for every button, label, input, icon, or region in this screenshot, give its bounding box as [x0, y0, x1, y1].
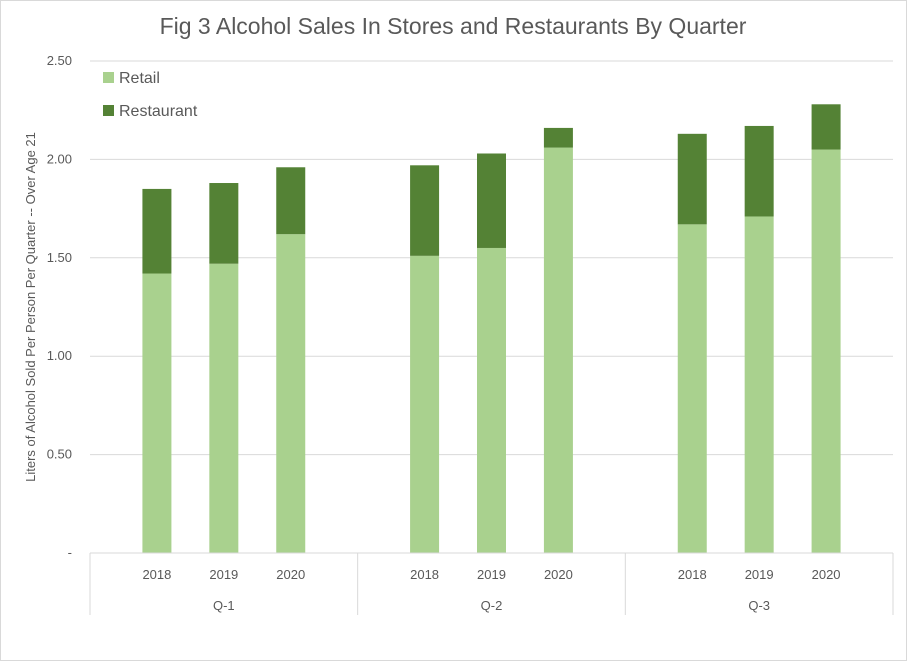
bar-retail-q-3-2019: [744, 216, 774, 554]
bar-retail-q-2-2020: [543, 147, 573, 554]
x-tick-label: 2019: [745, 567, 774, 582]
chart-title: Fig 3 Alcohol Sales In Stores and Restau…: [160, 13, 747, 39]
bar-retail-q-1-2018: [142, 273, 172, 553]
bar-restaurant-q-1-2019: [209, 183, 239, 264]
bar-restaurant-q-1-2020: [276, 167, 306, 235]
bar-restaurant-q-2-2018: [410, 165, 440, 256]
bar-retail-q-3-2018: [677, 224, 707, 553]
x-tick-label: 2018: [142, 567, 171, 582]
bar-retail-q-2-2018: [410, 255, 440, 553]
bar-restaurant-q-2-2020: [543, 127, 573, 148]
bar-retail-q-1-2019: [209, 263, 239, 553]
x-tick-label: 2018: [410, 567, 439, 582]
y-tick-label: 1.50: [47, 250, 72, 265]
x-axis: 2018 2019 2020 2018 2019 2020 2018 2019 2020 Q-1 Q…: [89, 552, 894, 615]
legend-label-restaurant: Restaurant: [119, 103, 198, 120]
bars: [142, 104, 841, 554]
bar-restaurant-q-3-2020: [811, 104, 841, 150]
x-tick-label: 2020: [812, 567, 841, 582]
legend-swatch-restaurant: [103, 105, 114, 116]
legend: Retail Restaurant: [103, 70, 198, 120]
bar-retail-q-2-2019: [477, 247, 506, 553]
bar-restaurant-q-2-2019: [477, 153, 506, 248]
x-tick-label: 2020: [276, 567, 305, 582]
x-group-label: Q-2: [481, 598, 503, 613]
bar-retail-q-1-2020: [276, 234, 306, 553]
y-axis-label: Liters of Alcohol Sold Per Person Per Qu…: [23, 132, 38, 482]
bar-restaurant-q-1-2018: [142, 188, 172, 274]
y-tick-label: 2.00: [47, 151, 72, 166]
y-tick-label: 1.00: [47, 348, 72, 363]
x-group-label: Q-3: [748, 598, 770, 613]
y-tick-label: 2.50: [47, 53, 72, 68]
bar-retail-q-3-2020: [811, 149, 841, 553]
y-tick-label: -: [68, 545, 72, 560]
legend-swatch-retail: [103, 72, 114, 83]
x-tick-label: 2019: [209, 567, 238, 582]
y-tick-label: 0.50: [47, 447, 72, 462]
bar-restaurant-q-3-2018: [677, 133, 707, 225]
x-group-label: Q-1: [213, 598, 235, 613]
bar-restaurant-q-3-2019: [744, 125, 774, 217]
x-tick-label: 2020: [544, 567, 573, 582]
x-tick-label: 2018: [678, 567, 707, 582]
legend-label-retail: Retail: [119, 70, 160, 87]
x-tick-label: 2019: [477, 567, 506, 582]
